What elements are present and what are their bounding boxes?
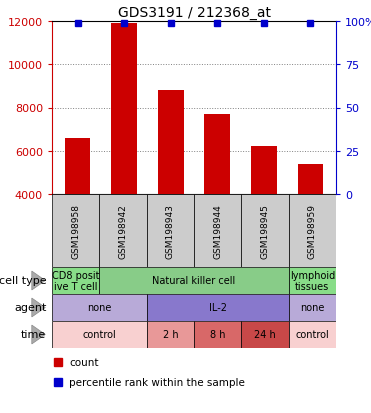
Text: CD8 posit
ive T cell: CD8 posit ive T cell — [52, 270, 99, 292]
Text: agent: agent — [14, 303, 46, 313]
Bar — [298, 164, 323, 195]
Text: lymphoid
tissues: lymphoid tissues — [290, 270, 335, 292]
Bar — [158, 91, 184, 195]
Text: none: none — [87, 303, 112, 313]
Text: GSM198942: GSM198942 — [118, 204, 128, 258]
Polygon shape — [32, 271, 45, 290]
Text: control: control — [295, 330, 329, 339]
Bar — [194, 321, 241, 348]
Text: 8 h: 8 h — [210, 330, 226, 339]
Polygon shape — [32, 325, 45, 344]
Text: count: count — [69, 357, 99, 367]
Bar — [289, 321, 336, 348]
Text: GSM198944: GSM198944 — [213, 204, 222, 258]
Bar — [147, 321, 194, 348]
Bar — [289, 294, 336, 321]
Text: percentile rank within the sample: percentile rank within the sample — [69, 377, 245, 387]
Text: time: time — [21, 330, 46, 339]
Text: none: none — [300, 303, 325, 313]
Title: GDS3191 / 212368_at: GDS3191 / 212368_at — [118, 5, 270, 19]
Bar — [289, 195, 336, 267]
Bar — [99, 195, 147, 267]
Text: cell type: cell type — [0, 276, 46, 286]
Text: GSM198945: GSM198945 — [260, 204, 269, 258]
Text: control: control — [82, 330, 116, 339]
Bar — [204, 115, 230, 195]
Bar — [147, 195, 194, 267]
Polygon shape — [32, 298, 45, 317]
Bar — [251, 147, 277, 195]
Text: Natural killer cell: Natural killer cell — [152, 276, 236, 286]
Bar — [147, 294, 289, 321]
Text: GSM198959: GSM198959 — [308, 204, 317, 259]
Text: 24 h: 24 h — [254, 330, 276, 339]
Bar — [52, 321, 147, 348]
Bar — [52, 267, 99, 294]
Bar — [52, 294, 147, 321]
Text: GSM198943: GSM198943 — [166, 204, 175, 258]
Bar — [52, 195, 99, 267]
Bar — [241, 195, 289, 267]
Bar — [111, 24, 137, 195]
Text: 2 h: 2 h — [162, 330, 178, 339]
Bar — [65, 138, 91, 195]
Text: IL-2: IL-2 — [209, 303, 227, 313]
Bar — [194, 195, 241, 267]
Bar — [241, 321, 289, 348]
Bar — [289, 267, 336, 294]
Text: GSM198958: GSM198958 — [71, 204, 80, 259]
Bar — [99, 267, 289, 294]
